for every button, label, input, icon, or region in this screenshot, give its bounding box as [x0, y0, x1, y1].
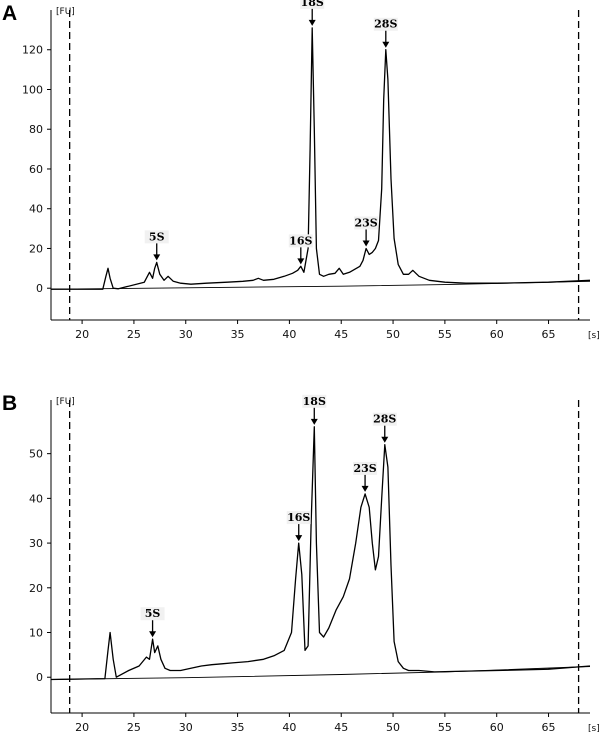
panel-a: A [FU] 0 20 40 60 80 100 120 20 25 30 35 40 45 50 55 60 65… [2, 0, 600, 341]
panel-b-x-tick-label: 40 [282, 721, 296, 732]
panel-b-peak-arrow-icon [361, 485, 369, 492]
panel-a-x-tick-label: 20 [75, 328, 89, 341]
panel-a-y-tick-label: 20 [29, 242, 43, 255]
panel-b-x-tick-label: 25 [127, 721, 141, 732]
panel-a-y-tick-label: 0 [36, 282, 43, 295]
panel-b-y-tick-label: 20 [29, 582, 43, 595]
panel-b-y-tick-label: 50 [29, 448, 43, 461]
panel-a-peak-label-bg [354, 216, 379, 230]
panel-b-peak-label-bg [140, 607, 165, 621]
panel-a-y-tick-label: 100 [22, 83, 43, 96]
panel-b-x-tick-label: 50 [386, 721, 400, 732]
panel-b-peak-label: 5S [145, 607, 161, 620]
panel-a-peak-label: 28S [374, 18, 397, 31]
panel-b-peak-label-bg [302, 394, 327, 408]
panel-b-peak-label-bg [372, 412, 397, 426]
panel-a-x-tick-label: 65 [542, 328, 556, 341]
panel-b-y-tick-label: 40 [29, 492, 43, 505]
panel-b-y-tick-label: 30 [29, 537, 43, 550]
panel-a-peak-label: 5S [149, 230, 165, 243]
panel-b-y-unit-label: [FU] [56, 397, 75, 407]
panel-b-peak-arrow-icon [295, 535, 303, 542]
panel-a-peak-arrow-icon [362, 240, 370, 247]
panel-a-peak-label: 16S [289, 234, 312, 247]
panel-a-x-tick-label: 35 [231, 328, 245, 341]
panel-a-y-tick-label: 60 [29, 163, 43, 176]
panel-b-peak-label: 16S [287, 511, 310, 524]
panel-a-x-tick-label: 40 [282, 328, 296, 341]
panel-a-x-unit-label: [s] [588, 331, 600, 341]
panel-b-peak-label: 23S [353, 462, 376, 475]
panel-a-peak-arrow-icon [308, 19, 316, 26]
panel-a-peak-label: 18S [301, 0, 324, 9]
panel-b-x-tick-label: 35 [231, 721, 245, 732]
panel-b-x-tick-label: 20 [75, 721, 89, 732]
panel-a-x-tick-label: 45 [334, 328, 348, 341]
panel-a-peak-arrow-icon [297, 258, 305, 265]
panel-b-x-tick-label: 65 [542, 721, 556, 732]
panel-a-x-tick-label: 60 [490, 328, 504, 341]
panel-a-y-tick-label: 40 [29, 203, 43, 216]
panel-b-y-tick-label: 10 [29, 627, 43, 640]
panel-a-x-tick-label: 25 [127, 328, 141, 341]
panel-b-peak-label: 28S [373, 413, 396, 426]
panel-b-peak-label: 18S [303, 395, 326, 408]
panel-a-y-tick-label: 120 [22, 44, 43, 57]
panel-a-peak-label-bg [300, 0, 325, 9]
panel-b-x-unit-label: [s] [588, 724, 600, 732]
panel-a-peak-label-bg [373, 17, 398, 31]
panel-b-y-tick-label: 0 [36, 671, 43, 684]
panel-b-x-tick-label: 60 [490, 721, 504, 732]
panel-b-letter: B [2, 392, 17, 415]
panel-b-x-tick-label: 45 [334, 721, 348, 732]
panel-b-peak-label-bg [353, 461, 378, 475]
panel-a-trace [51, 27, 591, 290]
panel-a-y-unit-label: [FU] [56, 7, 75, 17]
panel-b-peak-arrow-icon [149, 631, 157, 638]
panel-a-peak-label: 23S [354, 216, 377, 229]
panel-b-peak-arrow-icon [381, 436, 389, 443]
panel-a-y-tick-label: 80 [29, 123, 43, 136]
panel-a-peak-arrow-icon [153, 254, 161, 261]
panel-b-peak-label-bg [286, 511, 311, 525]
panel-b-x-tick-label: 55 [438, 721, 452, 732]
panel-a-x-tick-label: 55 [438, 328, 452, 341]
panel-b: B [FU] 0 10 20 30 40 50 20 25 30 35 40 45 50 55 60 65 [s] 5… [2, 392, 600, 732]
panel-b-trace [50, 426, 591, 681]
panel-a-x-tick-label: 30 [179, 328, 193, 341]
panel-a-letter: A [2, 2, 17, 25]
panel-b-peak-arrow-icon [310, 418, 318, 425]
panel-b-x-tick-label: 30 [179, 721, 193, 732]
panel-a-x-tick-label: 50 [386, 328, 400, 341]
panel-a-peak-arrow-icon [382, 41, 390, 48]
panel-a-peak-label-bg [144, 230, 169, 244]
panel-a-peak-label-bg [288, 234, 313, 248]
